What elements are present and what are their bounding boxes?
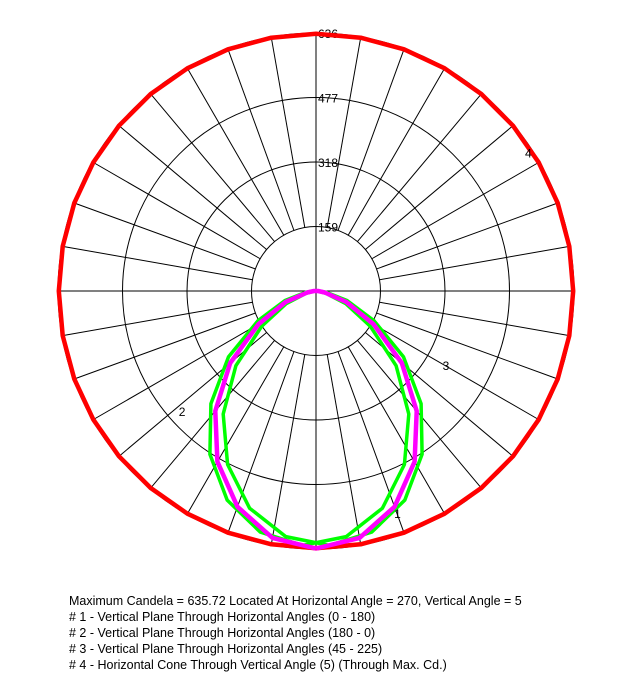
grid-spoke [92, 322, 261, 421]
grid-spoke [73, 202, 256, 270]
grid-spoke [270, 36, 306, 228]
candela-curves [56, 31, 576, 551]
curve-label-4: 4 [525, 146, 532, 160]
curve-4 [56, 31, 576, 551]
curve-label-2: 2 [179, 405, 186, 419]
ring-label: 318 [318, 156, 338, 170]
grid-spoke [357, 93, 483, 242]
grid-spoke [270, 354, 306, 546]
grid-spoke [326, 354, 362, 546]
grid-spoke [61, 301, 253, 337]
grid-spoke [379, 245, 571, 281]
grid-spoke [186, 346, 285, 515]
curve-labels: 1 2 3 4 [179, 146, 532, 521]
grid-spoke [365, 124, 514, 250]
ring-label: 477 [318, 92, 338, 106]
max-candela-text: Maximum Candela = 635.72 Located At Hori… [69, 594, 522, 608]
legend-item-2: # 2 - Vertical Plane Through Horizontal … [69, 626, 376, 640]
grid-spoke [376, 202, 559, 270]
grid-spoke [337, 48, 405, 231]
legend-item-1: # 1 - Vertical Plane Through Horizontal … [69, 610, 376, 624]
grid-spoke [227, 48, 295, 231]
grid-spoke [118, 124, 267, 250]
curve-label-1: 1 [394, 507, 401, 521]
grid-spoke [73, 312, 256, 380]
grid-spoke [326, 36, 362, 228]
grid-spoke [227, 351, 295, 534]
grid-spoke [118, 332, 267, 458]
legend-item-4: # 4 - Horizontal Cone Through Vertical A… [69, 658, 447, 672]
grid-spoke [347, 346, 446, 515]
grid-spoke [347, 67, 446, 236]
curve-label-3: 3 [443, 359, 450, 373]
curve-3 [213, 288, 419, 551]
grid-spoke [61, 245, 253, 281]
grid-spoke [365, 332, 514, 458]
legend-item-3: # 3 - Vertical Plane Through Horizontal … [69, 642, 383, 656]
grid-spoke [337, 351, 405, 534]
grid-spoke [379, 301, 571, 337]
grid-spoke [92, 161, 261, 260]
grid-spoke [371, 322, 540, 421]
chart-legend: Maximum Candela = 635.72 Located At Hori… [69, 593, 522, 673]
grid-spoke [371, 161, 540, 260]
grid-spoke [376, 312, 559, 380]
grid-spoke [186, 67, 285, 236]
grid-spoke [149, 93, 275, 242]
ring-label: 159 [318, 221, 338, 235]
